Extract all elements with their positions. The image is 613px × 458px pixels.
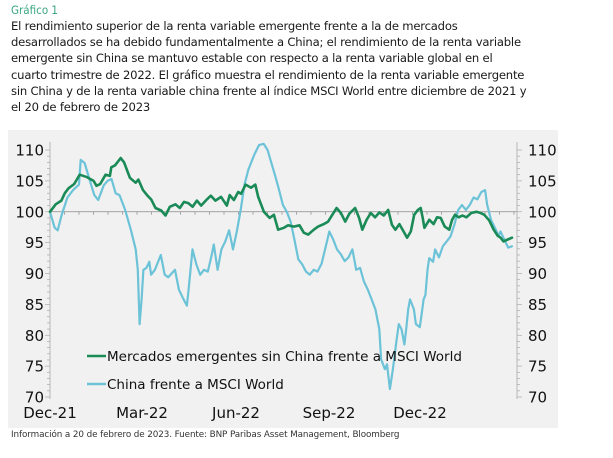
series-line-em-ex-china	[48, 156, 514, 243]
left-ytick-label: 75	[25, 358, 44, 376]
right-ytick-label: 70	[528, 389, 547, 407]
legend-label-china: China frente a MSCI World	[107, 377, 284, 393]
left-y-axis: 70 75 80 85 90 95 100 105 110	[15, 142, 51, 407]
xtick-label: Dec-21	[23, 404, 77, 422]
left-ytick-label: 95	[25, 234, 44, 252]
chart-label: Gráfico 1	[11, 3, 59, 17]
right-ytick-label: 95	[528, 234, 547, 252]
x-axis: Dec-21 Mar-22 Jun-22 Sep-22 Dec-22	[23, 404, 447, 422]
series-group	[48, 142, 514, 391]
right-ytick-label: 85	[528, 296, 547, 314]
right-ytick-label: 90	[528, 265, 547, 283]
xtick-label: Jun-22	[211, 404, 260, 422]
left-ytick-label: 85	[25, 296, 44, 314]
reference-line-group	[49, 211, 517, 215]
left-ytick-label: 70	[25, 389, 44, 407]
right-y-axis: 70 75 80 85 90 95 100 105 110	[516, 142, 557, 407]
xtick-label: Mar-22	[116, 404, 168, 422]
source-note: Información a 20 de febrero de 2023. Fue…	[11, 430, 400, 440]
right-ytick-label: 80	[528, 327, 547, 345]
left-ytick-label: 80	[25, 327, 44, 345]
left-ytick-label: 110	[15, 142, 44, 160]
xtick-label: Dec-22	[393, 404, 447, 422]
legend-label-em-ex-china: Mercados emergentes sin China frente a M…	[107, 349, 462, 365]
right-ytick-label: 100	[528, 203, 557, 221]
series-line-china	[48, 142, 514, 391]
right-ytick-label: 110	[528, 142, 557, 160]
chart-title: El rendimiento superior de la renta vari…	[11, 19, 527, 115]
xtick-label: Sep-22	[303, 404, 356, 422]
right-ytick-label: 75	[528, 358, 547, 376]
left-ytick-label: 90	[25, 265, 44, 283]
legend: Mercados emergentes sin China frente a M…	[87, 349, 462, 393]
chart-background	[8, 130, 558, 428]
left-ytick-label: 100	[15, 203, 44, 221]
left-ytick-label: 105	[15, 172, 44, 190]
right-ytick-label: 105	[528, 172, 557, 190]
